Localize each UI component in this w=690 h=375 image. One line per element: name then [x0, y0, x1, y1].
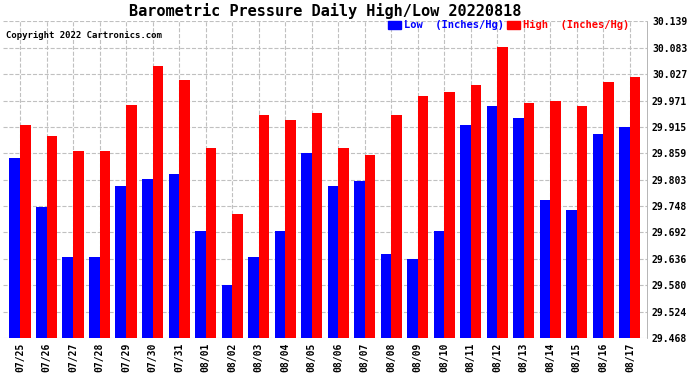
Bar [524, 104, 535, 338]
Bar [20, 124, 30, 338]
Bar [381, 255, 391, 338]
Bar [221, 285, 232, 338]
Bar [73, 151, 83, 338]
Bar [36, 207, 46, 338]
Bar [619, 127, 630, 338]
Bar [89, 257, 99, 338]
Bar [62, 257, 73, 338]
Bar [152, 66, 164, 338]
Bar [232, 214, 243, 338]
Bar [248, 257, 259, 338]
Bar [275, 231, 285, 338]
Bar [603, 82, 614, 338]
Bar [115, 186, 126, 338]
Bar [417, 96, 428, 338]
Bar [46, 136, 57, 338]
Legend: Low  (Inches/Hg), High  (Inches/Hg): Low (Inches/Hg), High (Inches/Hg) [388, 20, 629, 30]
Bar [497, 47, 508, 338]
Bar [142, 179, 152, 338]
Text: Copyright 2022 Cartronics.com: Copyright 2022 Cartronics.com [6, 31, 162, 40]
Bar [365, 155, 375, 338]
Title: Barometric Pressure Daily High/Low 20220818: Barometric Pressure Daily High/Low 20220… [129, 3, 521, 19]
Bar [99, 151, 110, 338]
Bar [433, 231, 444, 338]
Bar [593, 134, 603, 338]
Bar [551, 101, 561, 338]
Bar [566, 210, 577, 338]
Bar [513, 118, 524, 338]
Bar [540, 200, 551, 338]
Bar [338, 148, 349, 338]
Bar [206, 148, 216, 338]
Bar [179, 80, 190, 338]
Bar [10, 158, 20, 338]
Bar [630, 78, 640, 338]
Bar [312, 113, 322, 338]
Bar [407, 259, 417, 338]
Bar [168, 174, 179, 338]
Bar [328, 186, 338, 338]
Bar [577, 106, 587, 338]
Bar [195, 231, 206, 338]
Bar [391, 115, 402, 338]
Bar [460, 124, 471, 338]
Bar [301, 153, 312, 338]
Bar [354, 181, 365, 338]
Bar [471, 85, 482, 338]
Bar [285, 120, 296, 338]
Bar [126, 105, 137, 338]
Bar [444, 92, 455, 338]
Bar [486, 106, 497, 338]
Bar [259, 115, 269, 338]
